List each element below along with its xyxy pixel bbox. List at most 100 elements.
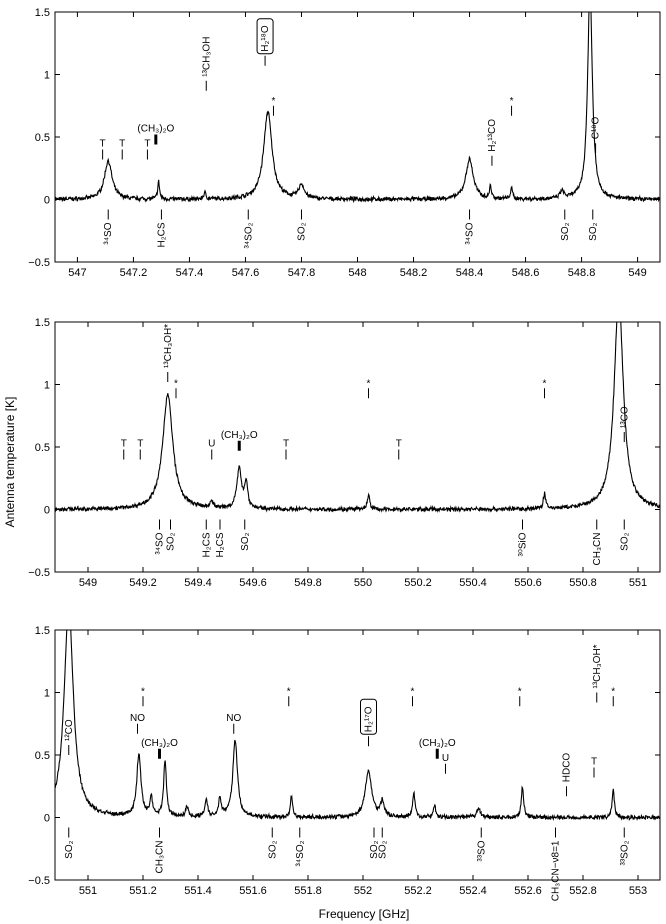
y-axis-label: Antenna temperature [K]	[3, 397, 17, 528]
line-label: SO₂	[296, 222, 307, 240]
line-label: ¹³CH₃OH*	[163, 324, 174, 368]
line-label: ¹³CH₃OH	[201, 37, 212, 77]
x-tick-label: 552.6	[514, 885, 542, 897]
y-tick-label: 1.5	[35, 625, 50, 637]
x-tick-label: 547.8	[288, 267, 316, 279]
y-tick-label: 0	[44, 813, 50, 825]
x-tick-label: 551.8	[294, 885, 322, 897]
line-label: ¹²CO	[64, 719, 75, 741]
line-label: CH₃CN	[592, 533, 603, 566]
spectrum-line	[55, 630, 660, 822]
spectrum-panel-1: 547 547.2 547.4 547.6 547.8 548 548.2 548.4 548.…	[28, 7, 661, 279]
line-label: (CH₃)₂O	[419, 738, 456, 749]
spectrum-panel-2: 549 549.2 549.4 549.6 549.8 550 550.2 550.4 550.…	[28, 317, 661, 589]
line-label: U	[442, 753, 449, 764]
line-label: ³⁴SO₂	[295, 840, 306, 866]
x-tick-label: 548.8	[568, 267, 596, 279]
x-tick-label: 547.2	[120, 267, 148, 279]
spectrum-line	[55, 12, 660, 204]
line-label: H₂¹³CO	[487, 119, 498, 152]
line-label: ³³SO₂	[619, 840, 630, 865]
x-tick-label: 551	[79, 885, 97, 897]
marker-label: *	[287, 686, 291, 697]
x-tick-label: 550	[354, 577, 372, 589]
line-label: ³⁴SO	[103, 222, 114, 244]
x-tick-label: 549.6	[239, 577, 267, 589]
line-label: (CH₃)₂O	[137, 124, 174, 135]
y-tick-label: 1	[44, 688, 50, 700]
line-label: T	[396, 439, 402, 450]
x-tick-label: 549.8	[294, 577, 322, 589]
line-label: SO₂	[240, 532, 251, 550]
line-label: (CH₃)₂O	[141, 738, 178, 749]
line-label: T	[119, 139, 125, 150]
x-tick-label: 547.6	[232, 267, 260, 279]
y-tick-label: −0.5	[28, 875, 50, 887]
line-label: T	[121, 439, 127, 450]
x-tick-label: 551.6	[239, 885, 267, 897]
line-label: U	[208, 439, 215, 450]
line-label: H₂¹⁷O	[364, 706, 375, 732]
spectrum-line	[55, 322, 660, 513]
label-box	[256, 18, 274, 55]
y-tick-label: 1.5	[35, 7, 50, 19]
marker-label: *	[510, 96, 514, 107]
x-tick-label: 550.4	[459, 577, 487, 589]
line-label: SO₂	[369, 840, 380, 858]
x-tick-label: 547.4	[176, 267, 204, 279]
x-tick-label: 550.8	[569, 577, 597, 589]
line-label: SO₂	[588, 222, 599, 240]
x-tick-label: 550.6	[514, 577, 542, 589]
spectrum-panel-3: 551 551.2 551.4 551.6 551.8 552 552.2 552.4 552.…	[28, 625, 661, 901]
x-tick-label: 550.2	[404, 577, 432, 589]
y-tick-label: 1.5	[35, 317, 50, 329]
line-label: ³⁴SO₂	[243, 222, 254, 248]
line-label: H₂CS	[201, 532, 212, 557]
line-label: NO	[130, 713, 145, 724]
line-label: SO₂	[560, 222, 571, 240]
y-tick-label: 0.5	[35, 442, 50, 454]
spectrum-panels: 547 547.2 547.4 547.6 547.8 548 548.2 548.4 548.…	[28, 7, 661, 901]
x-tick-label: 551.2	[129, 885, 157, 897]
marker-label: *	[272, 96, 276, 107]
label-box	[360, 698, 377, 735]
line-label: H₂CS	[215, 532, 226, 557]
x-axis-label: Frequency [GHz]	[319, 907, 410, 921]
line-label: CH₃CN	[155, 841, 166, 874]
x-tick-label: 551.4	[184, 885, 212, 897]
y-tick-label: −0.5	[28, 257, 50, 269]
line-label: T	[100, 139, 106, 150]
line-label: SO₂	[166, 532, 177, 550]
x-tick-label: 548.6	[512, 267, 540, 279]
line-label: T	[591, 757, 597, 768]
marker-label: *	[411, 686, 415, 697]
x-tick-label: 552	[354, 885, 372, 897]
line-label: T	[137, 439, 143, 450]
line-label: CH₃CN−ν8=1	[551, 840, 562, 901]
line-label: ³⁴SO	[465, 222, 476, 244]
x-tick-label: 553	[629, 885, 647, 897]
y-tick-label: 1	[44, 70, 50, 82]
line-label: ¹³CO	[619, 406, 630, 428]
x-tick-label: 549.4	[184, 577, 212, 589]
line-label: SO₂	[619, 532, 630, 550]
x-tick-label: 547	[68, 267, 86, 279]
line-label: HDCO	[562, 753, 573, 783]
line-label: C¹⁸O	[591, 116, 602, 139]
marker-label: *	[543, 378, 547, 389]
x-tick-label: 551	[629, 577, 647, 589]
line-label: SO₂	[377, 840, 388, 858]
line-label: SO₂	[64, 840, 75, 858]
x-tick-label: 549	[628, 267, 646, 279]
y-tick-label: 0.5	[35, 132, 50, 144]
line-label: (CH₃)₂O	[221, 430, 258, 441]
marker-label: *	[367, 378, 371, 389]
x-tick-label: 548.2	[400, 267, 428, 279]
y-tick-label: 0	[44, 505, 50, 517]
line-label: ³⁴SO	[155, 532, 166, 554]
marker-label: *	[518, 686, 522, 697]
marker-label: *	[611, 686, 615, 697]
x-tick-label: 552.4	[459, 885, 487, 897]
line-label: H₂¹⁸O	[260, 25, 271, 52]
